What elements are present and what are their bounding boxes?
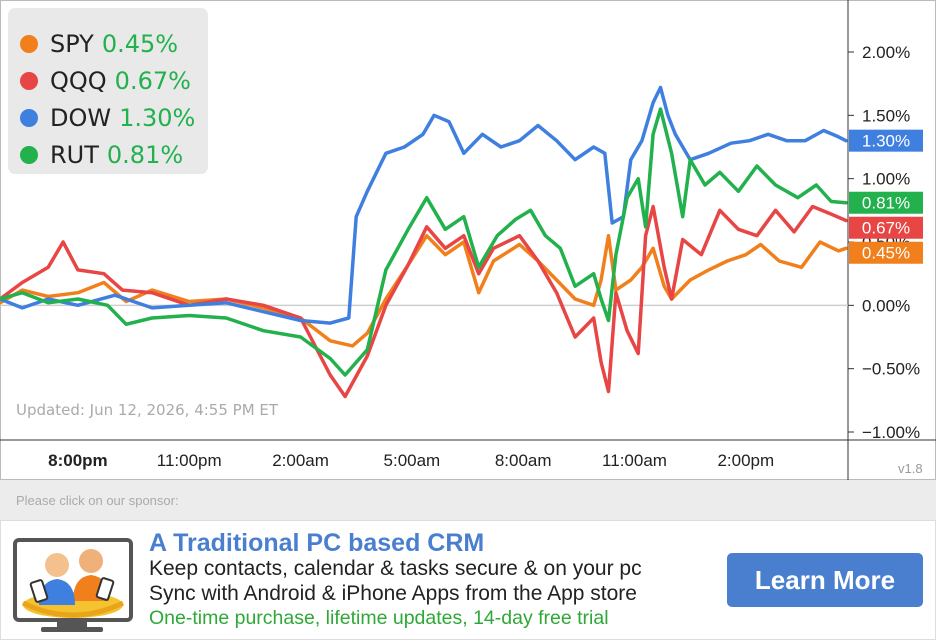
ad-line-1: Keep contacts, calendar & tasks secure &… (149, 557, 642, 580)
learn-more-button[interactable]: Learn More (727, 553, 923, 607)
sponsor-ad[interactable]: A Traditional PC based CRM Keep contacts… (0, 520, 936, 640)
x-tick-label: 5:00am (384, 451, 441, 470)
x-tick-label: 11:00am (602, 451, 667, 470)
legend-item-rut: RUT 0.81% (20, 139, 183, 171)
end-label-text: 1.30% (862, 132, 910, 151)
end-label-qqq: 0.67% (849, 216, 923, 239)
x-tick-label: 8:00am (495, 451, 552, 470)
x-tick-label: 11:00pm (157, 451, 222, 470)
sponsor-label: Please click on our sponsor: (16, 493, 179, 508)
x-tick-label: 2:00am (272, 451, 329, 470)
legend-value: 1.30% (119, 104, 196, 132)
legend-value: 0.67% (114, 67, 191, 95)
legend-name: DOW (50, 104, 112, 132)
legend-name: RUT (50, 141, 99, 169)
end-label-rut: 0.81% (849, 191, 923, 214)
legend-name: SPY (50, 30, 94, 58)
end-label-text: 0.67% (862, 219, 910, 238)
legend-value: 0.81% (106, 141, 184, 169)
y-tick-label: −0.50% (862, 360, 920, 379)
version-label: v1.8 (898, 461, 923, 476)
legend-dot-icon (20, 72, 38, 90)
x-tick-label: 8:00pm (48, 451, 108, 470)
series-line-rut (0, 107, 848, 377)
crm-app-icon (13, 538, 133, 632)
legend-dot-icon (20, 146, 38, 164)
series-line-spy (0, 233, 848, 348)
end-label-bg (849, 191, 923, 214)
y-tick-label: 1.00% (862, 170, 910, 189)
end-label-bg (849, 216, 923, 239)
end-label-dow: 1.30% (849, 129, 923, 152)
end-label-text: 0.81% (862, 194, 910, 213)
ad-line-2: Sync with Android & iPhone Apps from the… (149, 582, 637, 605)
y-tick-label: 1.50% (862, 106, 910, 125)
legend: SPY 0.45% QQQ 0.67% DOW 1.30% RUT 0.81% (8, 8, 208, 174)
end-label-text: 0.45% (862, 244, 910, 263)
y-tick-label: 2.00% (862, 43, 910, 62)
legend-item-spy: SPY 0.45% (20, 28, 178, 60)
market-chart: 2.00%1.50%1.00%0.50%0.00%−0.50%−1.00% 8:… (0, 0, 936, 480)
y-tick-label: 0.00% (862, 296, 910, 315)
end-label-bg (849, 129, 923, 152)
ad-line-3: One-time purchase, lifetime updates, 14-… (149, 607, 609, 629)
ad-title[interactable]: A Traditional PC based CRM (149, 529, 485, 557)
end-label-bg (849, 241, 923, 264)
legend-dot-icon (20, 35, 38, 53)
x-tick-label: 2:00pm (717, 451, 774, 470)
legend-item-dow: DOW 1.30% (20, 102, 195, 134)
legend-value: 0.45% (101, 30, 179, 58)
end-label-spy: 0.45% (849, 241, 923, 264)
legend-item-qqq: QQQ 0.67% (20, 65, 191, 97)
legend-name: QQQ (50, 67, 107, 95)
legend-dot-icon (20, 109, 38, 127)
series-line-qqq (0, 204, 848, 399)
series-line-dow (0, 85, 848, 325)
y-tick-label: −1.00% (862, 423, 920, 442)
updated-timestamp: Updated: Jun 12, 2026, 4:55 PM ET (16, 401, 279, 419)
